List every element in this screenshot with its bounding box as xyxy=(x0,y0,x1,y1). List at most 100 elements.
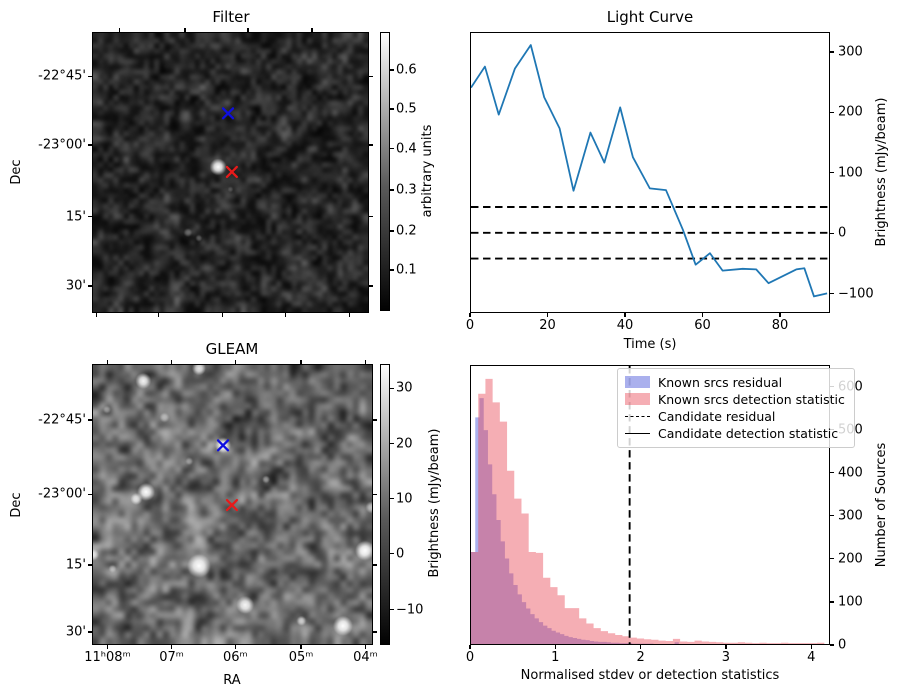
gleam-xlabel: RA xyxy=(223,673,241,688)
count-tick-label: 300 xyxy=(838,508,863,524)
legend-item-candidate-residual: Candidate residual xyxy=(625,408,845,424)
tick-mark xyxy=(170,645,173,649)
blue-cross-marker xyxy=(216,439,230,452)
tick-mark xyxy=(88,493,92,495)
time-tick-label: 40 xyxy=(616,318,634,333)
tick-mark xyxy=(390,108,394,110)
tick-mark xyxy=(88,564,92,566)
tick-mark xyxy=(373,419,377,421)
tick-mark xyxy=(234,360,236,364)
tick-mark xyxy=(469,645,471,649)
lightcurve-line xyxy=(471,44,828,298)
tick-mark xyxy=(390,69,394,71)
ra-tick-label: 07ᵐ xyxy=(159,650,184,665)
tick-mark xyxy=(88,144,92,146)
colorbar-tick-label: 0.5 xyxy=(396,101,417,117)
tick-mark xyxy=(373,493,377,495)
red-cross-marker xyxy=(225,498,239,512)
filter-title: Filter xyxy=(212,8,250,26)
tick-mark xyxy=(390,609,394,611)
hist-ylabel: Number of Sources xyxy=(874,442,889,568)
tick-mark xyxy=(88,631,92,633)
blue-cross-marker xyxy=(221,107,235,120)
ra-tick-label: 05ᵐ xyxy=(288,650,314,665)
time-tick-label: 20 xyxy=(539,318,556,333)
legend-label: Known srcs residual xyxy=(658,374,783,390)
brightness-tick-label: −100 xyxy=(838,286,874,302)
tick-mark xyxy=(725,645,727,649)
colorbar-tick-label: 0.6 xyxy=(396,62,417,78)
tick-mark xyxy=(88,419,92,421)
colorbar-tick-label: −10 xyxy=(396,602,424,618)
brightness-tick-label: 100 xyxy=(838,165,863,181)
stdev-tick-label: 0 xyxy=(465,650,475,665)
count-tick-label: 100 xyxy=(838,594,863,610)
tick-mark xyxy=(221,313,223,317)
ra-tick-label: 04ᵐ xyxy=(353,650,378,665)
dec-tick-label: 30' xyxy=(65,624,86,640)
tick-mark xyxy=(300,645,302,649)
brightness-tick-label: 0 xyxy=(838,225,847,241)
tick-mark xyxy=(106,645,109,649)
blue-patch-swatch xyxy=(625,376,650,388)
dec-tick-label: 15' xyxy=(65,209,86,225)
legend-item-known-srcs-residual: Known srcs residual xyxy=(625,374,845,390)
dec-tick-label: 15' xyxy=(65,557,86,573)
colorbar-tick-label: 0 xyxy=(396,546,405,562)
lightcurve-plot-area xyxy=(470,32,830,313)
tick-mark xyxy=(364,360,366,364)
histogram-chart xyxy=(471,366,825,644)
lightcurve-title: Light Curve xyxy=(606,8,694,26)
count-tick-label: 400 xyxy=(838,465,863,481)
filter-markers-overlay xyxy=(221,107,238,179)
dashed-line-swatch xyxy=(625,415,650,417)
tick-mark xyxy=(88,285,92,287)
tick-mark xyxy=(95,313,97,317)
tick-mark xyxy=(184,28,186,32)
dec-tick-label: -23°00' xyxy=(38,486,86,502)
tick-mark xyxy=(390,148,394,150)
filter-image-panel xyxy=(92,32,369,313)
gleam-markers-overlay xyxy=(216,439,239,512)
tick-mark xyxy=(390,269,394,271)
colorbar-tick-label: 10 xyxy=(396,491,413,507)
tick-mark xyxy=(373,631,377,633)
gleam-colorbar xyxy=(380,364,390,645)
stdev-tick-label: 4 xyxy=(807,650,816,665)
legend-label: Candidate residual xyxy=(658,408,776,424)
filter-colorbar-label: arbitrary units xyxy=(420,124,435,218)
lightcurve-ylabel: Brightness (mJy/beam) xyxy=(874,97,889,247)
lightcurve-xlabel: Time (s) xyxy=(623,337,677,352)
time-tick-label: 80 xyxy=(771,318,789,333)
tick-mark xyxy=(119,28,121,32)
tick-mark xyxy=(390,189,394,191)
tick-mark xyxy=(779,313,781,317)
colorbar-tick-label: 20 xyxy=(396,436,413,452)
brightness-tick-label: 300 xyxy=(838,44,863,60)
tick-mark xyxy=(554,645,556,649)
tick-mark xyxy=(373,564,377,566)
tick-mark xyxy=(624,313,626,317)
legend-label: Candidate detection statistic xyxy=(658,425,839,441)
tick-mark xyxy=(170,360,173,364)
colorbar-tick-label: 30 xyxy=(396,380,413,396)
tick-mark xyxy=(830,172,834,174)
colorbar-tick-label: 0.2 xyxy=(396,223,417,239)
dec-tick-label: -23°00' xyxy=(38,137,86,153)
tick-mark xyxy=(830,558,834,560)
gleam-colorbar-label: Brightness (mJy/beam) xyxy=(427,428,442,578)
tick-mark xyxy=(830,293,834,295)
red-cross-marker xyxy=(225,165,238,179)
ra-tick-label: 11ʰ08ᵐ xyxy=(84,650,131,665)
tick-mark xyxy=(364,645,366,649)
brightness-tick-label: 200 xyxy=(838,104,863,120)
count-tick-label: 200 xyxy=(838,551,863,567)
stdev-tick-label: 1 xyxy=(551,650,560,665)
tick-mark xyxy=(349,313,351,317)
tick-mark xyxy=(830,111,834,113)
tick-mark xyxy=(390,230,394,232)
dec-tick-label: -22°45' xyxy=(38,412,86,428)
tick-mark xyxy=(640,645,642,649)
detection-statistic-histogram xyxy=(471,378,825,644)
tick-mark xyxy=(469,313,471,317)
